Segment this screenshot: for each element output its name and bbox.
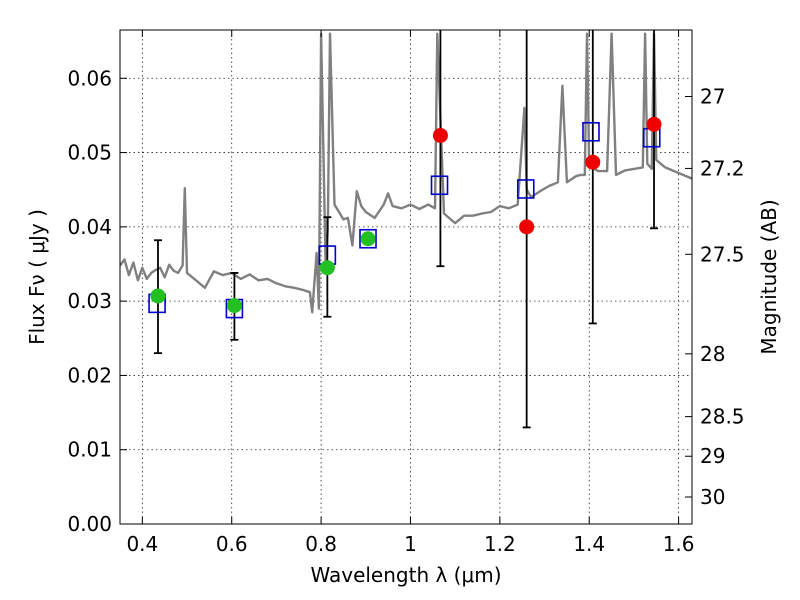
- x-tick-label: 0.8: [305, 532, 337, 556]
- upper-limit-point: [432, 127, 448, 143]
- y-tick-label: 0.00: [67, 512, 112, 536]
- model-point: [516, 179, 535, 199]
- x-tick-label: 0.6: [216, 532, 248, 556]
- detection-point: [150, 288, 166, 304]
- upper-limit-point: [519, 219, 535, 235]
- grid: [120, 30, 692, 524]
- detection-point: [226, 298, 242, 314]
- y2-tick-label: 29: [700, 444, 725, 468]
- y-axis: 0.00 0.01 0.02 0.03 0.04 0.05 0.06: [67, 66, 127, 536]
- plot-frame: [119, 29, 693, 525]
- detection-point: [360, 231, 376, 247]
- y-tick-label: 0.02: [67, 363, 112, 387]
- y2-tick-label: 28: [700, 342, 725, 366]
- model-point: [582, 121, 600, 142]
- detection-point: [319, 260, 335, 276]
- y2-axis-label: Magnitude (AB): [757, 199, 781, 354]
- x-axis: 0.4 0.6 0.8 1 1.2 1.4 1.6: [126, 30, 695, 556]
- y-tick-label: 0.04: [67, 215, 112, 239]
- upper-limit-point: [646, 116, 662, 132]
- y-tick-label: 0.06: [67, 66, 112, 90]
- spectrum-line: [120, 32, 692, 314]
- y2-tick-label: 27: [700, 85, 725, 109]
- y-axis-label: Flux Fν ( μJy ): [25, 209, 49, 345]
- x-tick-label: 1.4: [573, 532, 605, 556]
- y-tick-label: 0.03: [67, 289, 112, 313]
- x-tick-label: 1: [404, 532, 417, 556]
- y2-axis: 27 27.2 27.5 28 28.5 29 30: [685, 85, 745, 509]
- model-point: [359, 228, 377, 249]
- model-point: [430, 175, 449, 196]
- y2-tick-label: 28.5: [700, 405, 745, 429]
- y-tick-label: 0.01: [67, 438, 112, 462]
- x-tick-label: 1.2: [484, 532, 516, 556]
- x-tick-label: 1.6: [663, 532, 695, 556]
- y-tick-label: 0.05: [67, 141, 112, 165]
- x-tick-label: 0.4: [126, 532, 158, 556]
- errorbars: [153, 30, 659, 429]
- y2-tick-label: 27.2: [700, 156, 745, 180]
- y2-tick-label: 27.5: [700, 242, 745, 266]
- markers: [148, 116, 662, 319]
- spectrum-layer: [120, 32, 692, 314]
- upper-limit-point: [585, 154, 601, 170]
- x-axis-label: Wavelength λ (μm): [310, 563, 501, 587]
- y2-tick-label: 30: [700, 485, 725, 509]
